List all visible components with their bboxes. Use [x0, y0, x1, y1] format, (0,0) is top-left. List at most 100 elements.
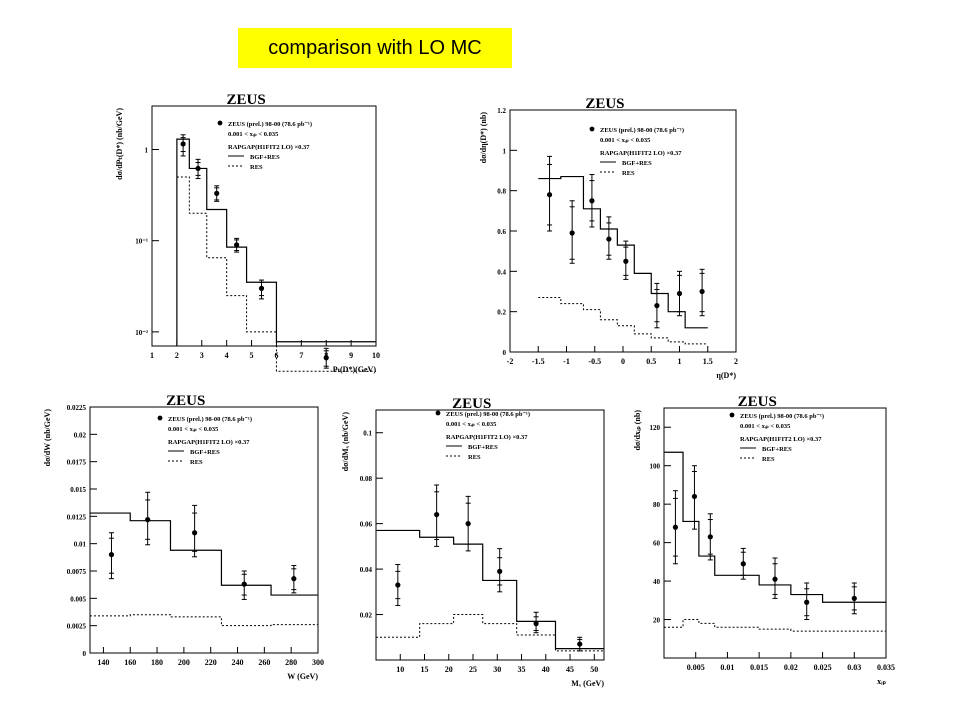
y-tick-label: 0.2: [497, 309, 506, 317]
data-point: [851, 595, 857, 601]
x-tick-label: 0.005: [687, 663, 705, 672]
y-tick-label: 40: [653, 578, 661, 586]
data-point: [577, 641, 583, 647]
x-tick-label: 3: [200, 351, 204, 360]
legend-marker-data: [217, 120, 223, 126]
y-tick-label: 0.0025: [67, 623, 87, 631]
x-tick-label: 45: [566, 665, 574, 674]
plot-frame: [151, 105, 377, 347]
data-point: [654, 303, 660, 309]
x-tick-label: 2: [175, 351, 179, 360]
y-tick-label: 0.01: [74, 541, 87, 549]
y-tick-label: 0.4: [497, 268, 506, 276]
legend-cut: 0.001 < xᵢₚ < 0.035: [168, 426, 219, 433]
y-tick-label: 0: [503, 349, 507, 357]
data-point: [145, 517, 151, 523]
x-tick-label: -1: [563, 357, 570, 366]
y-tick-label: 0.0225: [67, 404, 87, 412]
bgf-res-histogram: [90, 512, 318, 596]
chart-title: ZEUS: [738, 394, 777, 410]
x-tick-label: 240: [232, 658, 244, 667]
x-tick-label: 260: [258, 658, 270, 667]
data-point: [291, 576, 297, 582]
legend-dashed: RES: [190, 459, 203, 466]
data-point: [772, 576, 778, 582]
chart-title: ZEUS: [166, 393, 205, 409]
x-axis-label: Mₓ (GeV): [571, 679, 604, 688]
x-tick-label: 5: [250, 351, 254, 360]
x-tick-label: 35: [518, 665, 526, 674]
y-tick-label: 0.8: [497, 188, 506, 196]
chart-title: ZEUS: [226, 92, 265, 108]
plot-frame: [663, 407, 887, 659]
data-point: [497, 568, 503, 574]
legend-dashed: RES: [250, 164, 263, 171]
legend-data: ZEUS (prel.) 98-00 (78.6 pb⁻¹): [168, 416, 252, 423]
data-point: [323, 355, 329, 361]
y-axis-label: dσ/dη(D*) (nb): [479, 112, 488, 164]
x-tick-label: 300: [312, 658, 324, 667]
y-tick-label: 0.04: [360, 566, 373, 574]
x-tick-label: 30: [493, 665, 501, 674]
title-banner: comparison with LO MC: [238, 28, 512, 68]
x-tick-label: 0.025: [814, 663, 832, 672]
legend-solid: BGF+RES: [190, 449, 220, 456]
x-tick-label: 25: [469, 665, 477, 674]
y-tick-label: 0.02: [74, 431, 87, 439]
y-tick-label: 100: [650, 463, 661, 471]
x-tick-label: 0.02: [784, 663, 798, 672]
legend-marker-data: [729, 412, 735, 418]
x-tick-label: 180: [151, 658, 163, 667]
bgf-res-histogram: [376, 529, 604, 650]
bgf-res-histogram: [176, 138, 376, 346]
data-point: [589, 198, 595, 204]
legend-data: ZEUS (prel.) 98-00 (78.6 pb⁻¹): [228, 121, 312, 128]
legend-cut: 0.001 < xᵢₚ < 0.035: [228, 131, 279, 138]
legend-marker-data: [157, 415, 163, 421]
x-tick-label: -0.5: [588, 357, 601, 366]
data-point: [234, 242, 240, 248]
x-axis-label: Pₜ(D*)(GeV): [333, 365, 377, 374]
data-point: [195, 165, 201, 172]
data-point: [804, 599, 810, 605]
pt-distribution-chart: 12345678910110⁻¹10⁻²Pₜ(D*)(GeV)dσ/dPₜ(D*…: [115, 92, 380, 374]
legend-solid: BGF+RES: [250, 154, 280, 161]
x-tick-label: 0.035: [877, 663, 895, 672]
x-tick-label: 20: [445, 665, 453, 674]
x-axis-label: η(D*): [716, 371, 736, 380]
data-point: [258, 285, 265, 291]
legend-data: ZEUS (prel.) 98-00 (78.6 pb⁻¹): [740, 413, 824, 420]
y-tick-label: 0.02: [360, 612, 373, 620]
legend-data: ZEUS (prel.) 98-00 (78.6 pb⁻¹): [446, 411, 530, 418]
data-point: [108, 552, 115, 558]
data-point: [465, 521, 471, 527]
data-point: [740, 561, 746, 567]
data-point: [569, 230, 575, 236]
data-point: [434, 511, 440, 518]
x-tick-label: 280: [285, 658, 297, 667]
legend-solid: BGF+RES: [762, 446, 792, 453]
y-tick-label: 10⁻¹: [135, 238, 148, 246]
legend-solid: BGF+RES: [622, 160, 652, 167]
legend-marker-data: [589, 126, 595, 132]
eta-distribution-chart: -2 -1.5 -1 -0.5 0 0.5 1 1.5 2 0 0.2 0.4 0.6 0.8 1 1.2 η(…: [479, 96, 738, 380]
legend-dashed: RES: [468, 454, 481, 461]
data-point: [699, 288, 705, 295]
banner-text: comparison with LO MC: [268, 36, 482, 59]
xpom-distribution-chart: 0.005 0.01 0.015 0.02 0.025 0.03 0.035 20 40 60 80…: [633, 394, 895, 686]
y-tick-label: 1.2: [497, 107, 506, 115]
legend-dashed: RES: [622, 170, 635, 177]
y-tick-label: 0.06: [360, 521, 373, 529]
data-point: [606, 236, 612, 242]
x-tick-label: 10: [372, 351, 380, 360]
y-tick-label: 0.0175: [67, 459, 87, 467]
data-point: [691, 493, 698, 500]
y-tick-label: 0.08: [360, 475, 373, 483]
y-axis-label: dσ/dPₜ(D*) (nb/GeV): [115, 108, 124, 180]
x-tick-label: 1.5: [703, 357, 713, 366]
y-tick-label: 0.6: [497, 228, 506, 236]
y-tick-label: 1: [503, 147, 507, 155]
y-tick-label: 0.005: [70, 595, 86, 603]
x-tick-label: 1: [678, 357, 682, 366]
data-point: [672, 524, 679, 530]
